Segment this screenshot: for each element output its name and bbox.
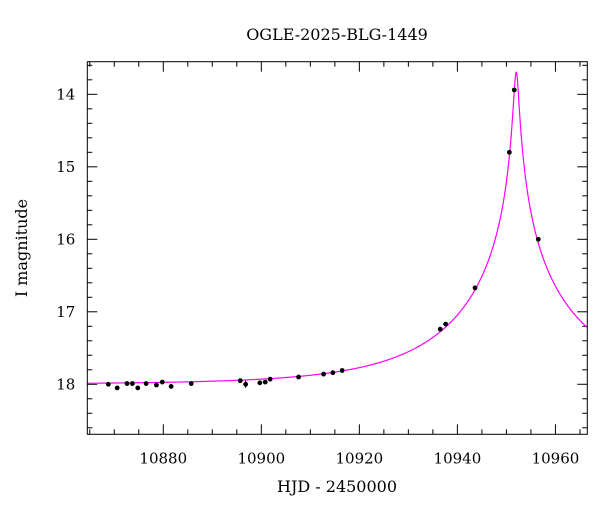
data-point: [437, 326, 443, 332]
x-tick-labels: 10880 10900 10920 10940 10960: [139, 449, 579, 467]
data-point: [535, 236, 541, 242]
y-tick-label: 17: [56, 303, 75, 321]
y-tick-label: 15: [56, 158, 75, 176]
x-axis-label: HJD - 2450000: [277, 477, 397, 496]
data-point: [267, 376, 273, 382]
data-points: [105, 87, 541, 391]
data-point: [321, 371, 326, 377]
x-tick-label: 10880: [139, 449, 187, 467]
data-point: [257, 380, 263, 386]
data-point: [506, 149, 512, 155]
data-point: [339, 368, 345, 373]
y-tick-label: 14: [56, 85, 75, 103]
data-point: [143, 381, 149, 386]
data-point: [159, 379, 165, 385]
data-point: [124, 381, 130, 386]
x-tick-label: 10940: [434, 449, 482, 467]
data-point: [168, 384, 174, 389]
y-tick-labels: 14 15 16 17 18: [56, 85, 75, 393]
data-point: [129, 381, 135, 386]
data-point: [472, 285, 478, 291]
y-axis-label: I magnitude: [12, 199, 31, 297]
x-tick-label: 10920: [335, 449, 383, 467]
y-tick-label: 16: [56, 230, 75, 248]
data-point: [296, 374, 301, 380]
x-tick-label: 10960: [532, 449, 580, 467]
data-point: [511, 87, 517, 93]
axis-ticks: [87, 61, 588, 435]
data-point: [237, 378, 243, 384]
data-point: [330, 370, 336, 376]
data-point: [114, 385, 120, 391]
data-point: [154, 382, 159, 388]
model-curve: [87, 71, 588, 384]
plot-frame: [86, 61, 588, 435]
data-point: [262, 379, 268, 385]
data-point: [135, 385, 141, 391]
y-tick-label: 18: [56, 375, 75, 393]
data-point: [188, 381, 194, 386]
data-point: [443, 321, 449, 327]
data-point: [243, 381, 249, 387]
x-tick-label: 10900: [237, 449, 285, 467]
chart-title: OGLE-2025-BLG-1449: [246, 25, 428, 44]
data-point: [105, 381, 111, 387]
